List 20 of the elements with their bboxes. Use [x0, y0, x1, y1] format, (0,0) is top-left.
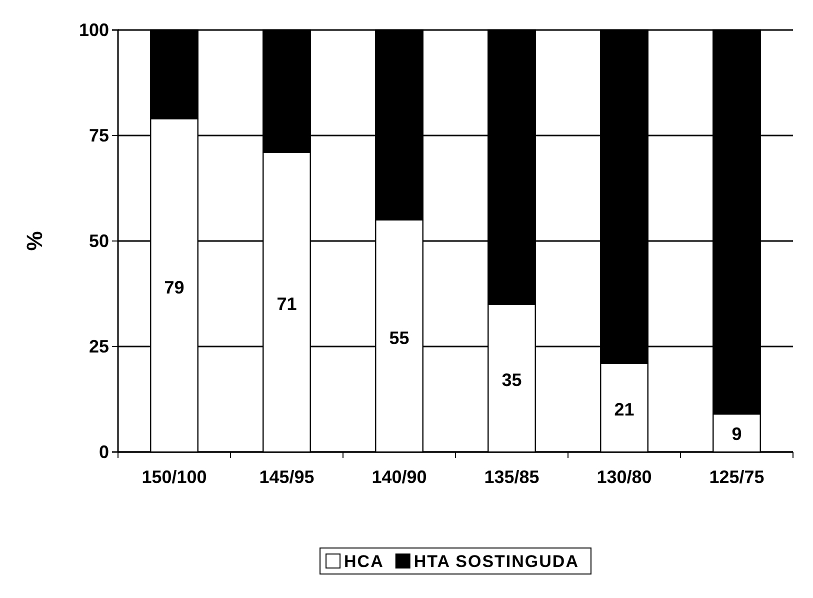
data-label: 71 [276, 294, 297, 314]
y-tick-label: 0 [98, 442, 109, 462]
y-tick-label: 25 [88, 336, 109, 356]
data-label: 79 [164, 277, 184, 298]
legend-label: HTA SOSTINGUDA [414, 552, 579, 571]
x-tick-label: 125/75 [709, 466, 764, 487]
y-tick-label: 50 [88, 230, 109, 251]
y-axis-title: % [22, 231, 47, 251]
y-tick-label: 75 [88, 125, 109, 146]
x-tick-label: 130/80 [596, 466, 652, 487]
data-label: 9 [732, 424, 742, 444]
y-tick-label: 100 [78, 20, 109, 40]
data-label: 21 [614, 400, 634, 420]
data-label: 35 [502, 370, 522, 390]
x-tick-label: 145/95 [259, 466, 314, 487]
data-label: 55 [389, 328, 410, 348]
x-tick-label: 140/90 [372, 466, 427, 487]
legend-label: HCA [344, 552, 384, 571]
x-tick-label: 150/100 [142, 466, 207, 487]
x-tick-label: 135/85 [484, 466, 540, 487]
